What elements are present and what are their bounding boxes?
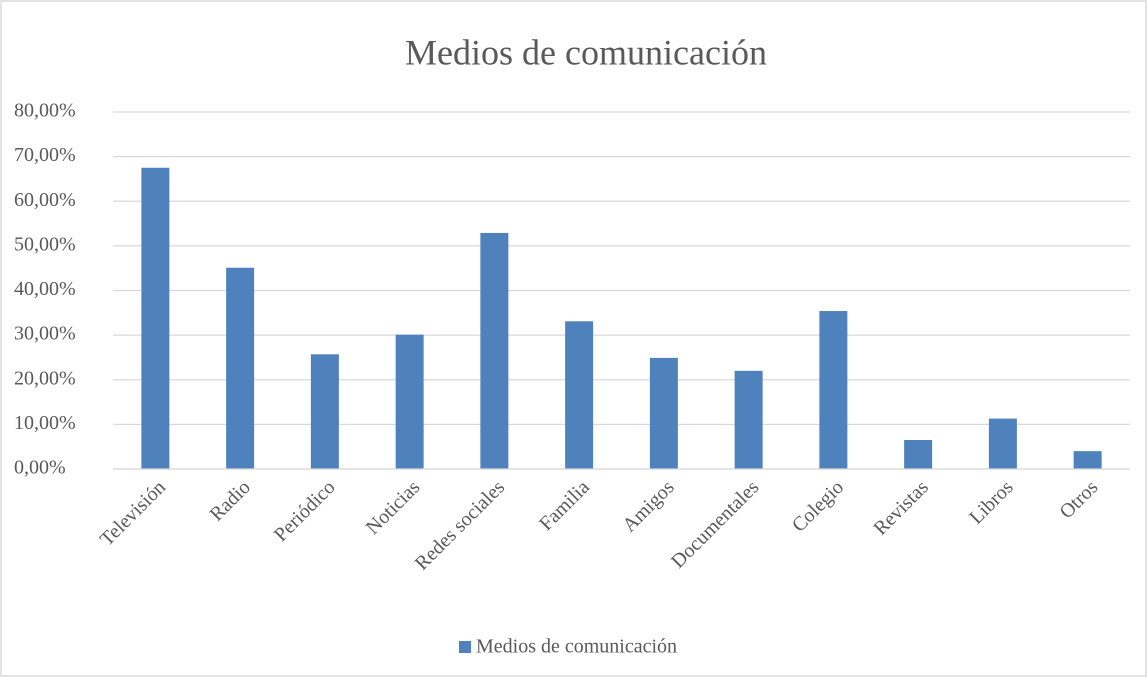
bar — [480, 232, 509, 469]
y-tick-label: 80,00% — [14, 100, 76, 122]
bar — [988, 418, 1017, 469]
y-tick-label: 20,00% — [14, 367, 76, 389]
bar — [310, 354, 339, 469]
bar — [141, 167, 170, 469]
bar — [226, 267, 255, 469]
y-tick-label: 0,00% — [14, 457, 66, 479]
bar — [1073, 451, 1102, 469]
y-tick-label: 50,00% — [14, 233, 76, 255]
y-tick-label: 30,00% — [14, 323, 76, 345]
y-tick-label: 40,00% — [14, 278, 76, 300]
legend-swatch — [459, 641, 471, 653]
y-tick-label: 70,00% — [14, 144, 76, 166]
bar — [904, 439, 933, 469]
bar — [565, 321, 594, 469]
bar — [734, 370, 763, 469]
legend-label: Medios de comunicación — [476, 636, 677, 658]
chart-title: Medios de comunicación — [405, 32, 767, 72]
bar — [819, 311, 848, 469]
bar — [395, 334, 424, 469]
bar — [649, 357, 678, 469]
y-tick-label: 10,00% — [14, 412, 76, 434]
y-tick-label: 60,00% — [14, 189, 76, 211]
